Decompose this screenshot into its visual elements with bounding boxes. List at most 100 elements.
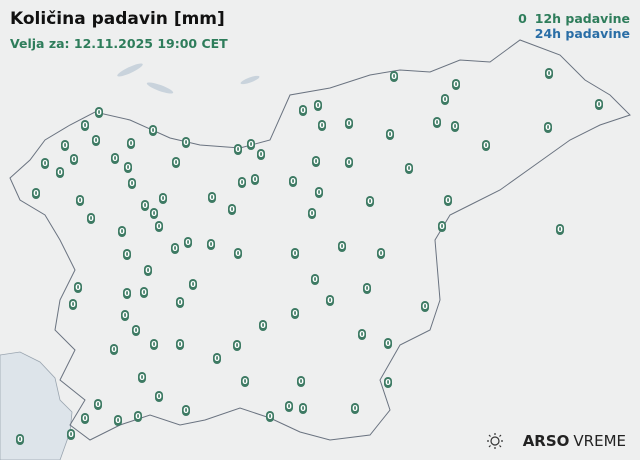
station-marker[interactable]: 0	[124, 162, 132, 173]
station-marker[interactable]: 0	[16, 434, 24, 445]
station-marker[interactable]: 0	[74, 282, 82, 293]
station-marker[interactable]: 0	[114, 415, 122, 426]
station-marker[interactable]: 0	[377, 248, 385, 259]
station-marker[interactable]: 0	[247, 139, 255, 150]
station-marker[interactable]: 0	[338, 241, 346, 252]
station-marker[interactable]: 0	[438, 221, 446, 232]
station-marker[interactable]: 0	[595, 99, 603, 110]
station-marker[interactable]: 0	[189, 279, 197, 290]
station-marker[interactable]: 0	[176, 297, 184, 308]
station-marker[interactable]: 0	[390, 71, 398, 82]
station-marker[interactable]: 0	[159, 193, 167, 204]
station-marker[interactable]: 0	[138, 372, 146, 383]
station-marker[interactable]: 0	[127, 138, 135, 149]
station-marker[interactable]: 0	[433, 117, 441, 128]
station-marker[interactable]: 0	[182, 405, 190, 416]
station-marker[interactable]: 0	[358, 329, 366, 340]
station-marker[interactable]: 0	[291, 248, 299, 259]
station-marker[interactable]: 0	[299, 105, 307, 116]
station-marker[interactable]: 0	[150, 339, 158, 350]
station-marker[interactable]: 0	[315, 187, 323, 198]
station-marker[interactable]: 0	[233, 340, 241, 351]
station-marker[interactable]: 0	[128, 178, 136, 189]
station-marker[interactable]: 0	[285, 401, 293, 412]
station-marker[interactable]: 0	[95, 107, 103, 118]
station-marker[interactable]: 0	[76, 195, 84, 206]
station-marker[interactable]: 0	[351, 403, 359, 414]
station-marker[interactable]: 0	[234, 144, 242, 155]
station-marker[interactable]: 0	[132, 325, 140, 336]
station-marker[interactable]: 0	[121, 310, 129, 321]
station-marker[interactable]: 0	[311, 274, 319, 285]
station-marker[interactable]: 0	[171, 243, 179, 254]
station-marker[interactable]: 0	[207, 239, 215, 250]
station-marker[interactable]: 0	[70, 154, 78, 165]
station-marker[interactable]: 0	[421, 301, 429, 312]
station-marker[interactable]: 0	[56, 167, 64, 178]
station-marker[interactable]: 0	[451, 121, 459, 132]
station-marker[interactable]: 0	[87, 213, 95, 224]
station-marker[interactable]: 0	[155, 391, 163, 402]
station-marker[interactable]: 0	[238, 177, 246, 188]
station-marker[interactable]: 0	[312, 156, 320, 167]
station-marker[interactable]: 0	[123, 288, 131, 299]
station-marker[interactable]: 0	[345, 157, 353, 168]
station-marker[interactable]: 0	[141, 200, 149, 211]
station-marker[interactable]: 0	[251, 174, 259, 185]
station-marker[interactable]: 0	[176, 339, 184, 350]
station-marker[interactable]: 0	[111, 153, 119, 164]
legend-24h[interactable]: 24h padavine	[534, 26, 630, 41]
station-marker[interactable]: 0	[184, 237, 192, 248]
station-marker[interactable]: 0	[150, 208, 158, 219]
station-marker[interactable]: 0	[363, 283, 371, 294]
station-marker[interactable]: 0	[149, 125, 157, 136]
station-marker[interactable]: 0	[110, 344, 118, 355]
station-marker[interactable]: 0	[155, 221, 163, 232]
station-marker[interactable]: 0	[182, 137, 190, 148]
station-marker[interactable]: 0	[81, 120, 89, 131]
station-marker[interactable]: 0	[326, 295, 334, 306]
station-marker[interactable]: 0	[208, 192, 216, 203]
legend-12h[interactable]: 0 12h padavine	[518, 11, 630, 26]
station-marker[interactable]: 0	[241, 376, 249, 387]
station-marker[interactable]: 0	[172, 157, 180, 168]
station-marker[interactable]: 0	[405, 163, 413, 174]
station-marker[interactable]: 0	[482, 140, 490, 151]
station-marker[interactable]: 0	[452, 79, 460, 90]
station-marker[interactable]: 0	[213, 353, 221, 364]
station-marker[interactable]: 0	[144, 265, 152, 276]
station-marker[interactable]: 0	[123, 249, 131, 260]
station-marker[interactable]: 0	[384, 338, 392, 349]
station-marker[interactable]: 0	[544, 122, 552, 133]
station-marker[interactable]: 0	[134, 411, 142, 422]
station-marker[interactable]: 0	[299, 403, 307, 414]
station-marker[interactable]: 0	[297, 376, 305, 387]
station-marker[interactable]: 0	[228, 204, 236, 215]
station-marker[interactable]: 0	[289, 176, 297, 187]
station-marker[interactable]: 0	[32, 188, 40, 199]
station-marker[interactable]: 0	[291, 308, 299, 319]
station-marker[interactable]: 0	[345, 118, 353, 129]
station-marker[interactable]: 0	[308, 208, 316, 219]
station-marker[interactable]: 0	[444, 195, 452, 206]
station-marker[interactable]: 0	[257, 149, 265, 160]
station-marker[interactable]: 0	[94, 399, 102, 410]
station-marker[interactable]: 0	[234, 248, 242, 259]
station-marker[interactable]: 0	[318, 120, 326, 131]
station-marker[interactable]: 0	[266, 411, 274, 422]
station-marker[interactable]: 0	[545, 68, 553, 79]
station-marker[interactable]: 0	[556, 224, 564, 235]
station-marker[interactable]: 0	[118, 226, 126, 237]
station-marker[interactable]: 0	[386, 129, 394, 140]
station-marker[interactable]: 0	[140, 287, 148, 298]
station-marker[interactable]: 0	[69, 299, 77, 310]
station-marker[interactable]: 0	[441, 94, 449, 105]
station-marker[interactable]: 0	[384, 377, 392, 388]
station-marker[interactable]: 0	[259, 320, 267, 331]
station-marker[interactable]: 0	[67, 429, 75, 440]
station-marker[interactable]: 0	[41, 158, 49, 169]
station-marker[interactable]: 0	[81, 413, 89, 424]
station-marker[interactable]: 0	[92, 135, 100, 146]
station-marker[interactable]: 0	[366, 196, 374, 207]
station-marker[interactable]: 0	[61, 140, 69, 151]
